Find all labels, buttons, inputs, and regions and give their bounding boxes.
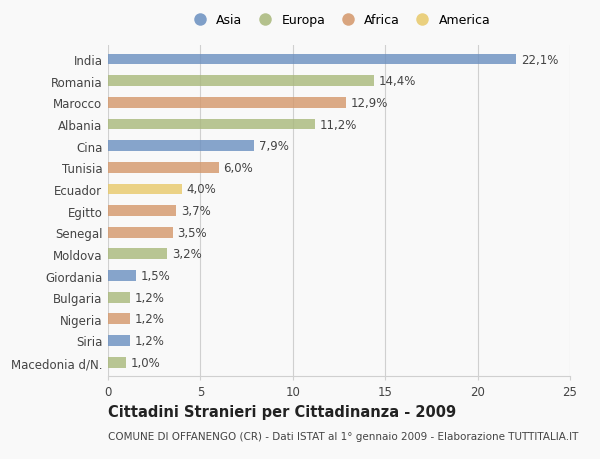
- Text: 11,2%: 11,2%: [320, 118, 357, 131]
- Bar: [108, 119, 315, 130]
- Bar: [108, 98, 346, 108]
- Text: 4,0%: 4,0%: [187, 183, 216, 196]
- Bar: [108, 162, 219, 174]
- Text: 1,2%: 1,2%: [135, 291, 164, 304]
- Bar: [108, 357, 127, 368]
- Bar: [108, 55, 517, 65]
- Bar: [108, 76, 374, 87]
- Text: COMUNE DI OFFANENGO (CR) - Dati ISTAT al 1° gennaio 2009 - Elaborazione TUTTITAL: COMUNE DI OFFANENGO (CR) - Dati ISTAT al…: [108, 431, 578, 442]
- Text: 1,5%: 1,5%: [140, 269, 170, 282]
- Text: 7,9%: 7,9%: [259, 140, 289, 153]
- Text: 3,5%: 3,5%: [178, 226, 207, 239]
- Text: 3,7%: 3,7%: [181, 205, 211, 218]
- Text: 12,9%: 12,9%: [351, 97, 388, 110]
- Bar: [108, 314, 130, 325]
- Text: Cittadini Stranieri per Cittadinanza - 2009: Cittadini Stranieri per Cittadinanza - 2…: [108, 404, 456, 419]
- Bar: [108, 227, 173, 238]
- Text: 14,4%: 14,4%: [379, 75, 416, 88]
- Bar: [108, 270, 136, 281]
- Bar: [108, 206, 176, 217]
- Bar: [108, 141, 254, 152]
- Bar: [108, 292, 130, 303]
- Text: 6,0%: 6,0%: [223, 162, 253, 174]
- Bar: [108, 336, 130, 346]
- Text: 3,2%: 3,2%: [172, 248, 202, 261]
- Text: 1,2%: 1,2%: [135, 313, 164, 325]
- Bar: [108, 249, 167, 260]
- Text: 1,0%: 1,0%: [131, 356, 161, 369]
- Legend: Asia, Europa, Africa, America: Asia, Europa, Africa, America: [182, 9, 496, 32]
- Text: 22,1%: 22,1%: [521, 53, 559, 67]
- Text: 1,2%: 1,2%: [135, 334, 164, 347]
- Bar: [108, 184, 182, 195]
